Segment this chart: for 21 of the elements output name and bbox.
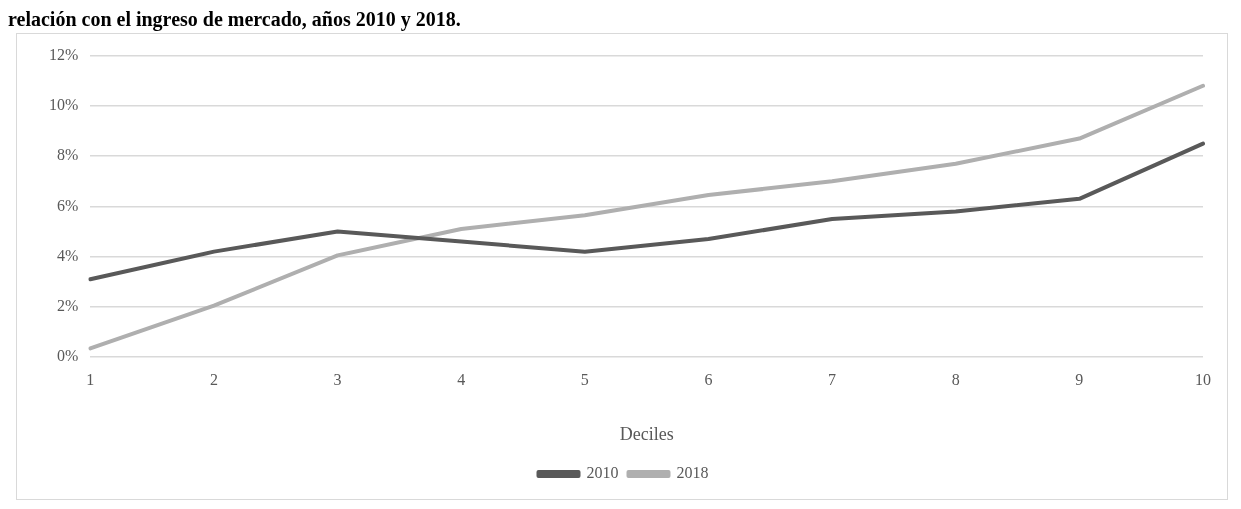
x-tick-label: 5 (580, 371, 589, 388)
y-tick-label: 0% (57, 347, 79, 365)
x-tick-label: 2 (209, 371, 218, 388)
x-tick-label: 9 (1075, 371, 1084, 388)
x-tick-label: 6 (704, 371, 713, 388)
x-tick-label: 10 (1195, 371, 1211, 388)
y-tick-label: 12% (49, 45, 79, 63)
legend-label: 2010 (586, 464, 619, 482)
x-tick-label: 4 (457, 371, 466, 388)
x-tick-label: 3 (333, 371, 342, 388)
y-tick-label: 8% (57, 146, 79, 164)
legend-label: 2018 (676, 464, 709, 482)
x-tick-label: 7 (828, 371, 837, 388)
chart-title: relación con el ingreso de mercado, años 2010 y 2018. (8, 8, 462, 31)
y-tick-label: 6% (57, 196, 79, 214)
y-tick-label: 10% (49, 96, 79, 114)
x-tick-label: 1 (86, 371, 95, 388)
x-tick-label: 8 (951, 371, 960, 388)
y-tick-label: 4% (57, 246, 79, 264)
x-axis-title: Deciles (619, 423, 674, 444)
y-tick-label: 2% (57, 297, 79, 315)
